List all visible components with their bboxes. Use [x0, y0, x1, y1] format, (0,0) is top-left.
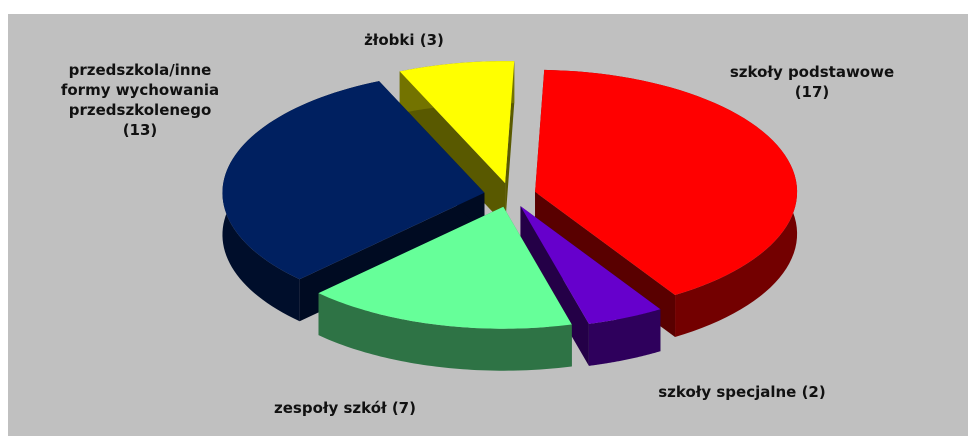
slice — [399, 61, 515, 184]
value-label: (7) — [391, 399, 416, 417]
slice-side — [588, 309, 661, 366]
data-label: szkoły podstawowe (17) — [727, 62, 897, 102]
value-label: (17) — [794, 83, 830, 101]
value-label: (3) — [419, 31, 444, 49]
category-label: przedszkola/inne formy wychowania przeds… — [60, 61, 220, 119]
data-label: szkoły specjalne (2) — [657, 382, 827, 402]
category-label: zespoły szkół — [274, 399, 387, 417]
slice — [318, 206, 572, 329]
category-label: szkoły podstawowe — [729, 63, 895, 81]
slice-wall — [520, 206, 589, 366]
slice — [520, 206, 661, 324]
data-label: zespoły szkół (7) — [225, 398, 465, 418]
slice-wall — [399, 71, 506, 226]
value-label: (2) — [801, 383, 826, 401]
category-label: szkoły specjalne — [658, 383, 797, 401]
data-label: przedszkola/inne formy wychowania przeds… — [55, 60, 225, 140]
value-label: (13) — [122, 121, 158, 139]
data-label: żłobki (3) — [324, 30, 484, 50]
slice-side — [318, 293, 572, 371]
category-label: żłobki — [364, 31, 415, 49]
slice — [222, 81, 485, 280]
slice — [535, 69, 798, 295]
